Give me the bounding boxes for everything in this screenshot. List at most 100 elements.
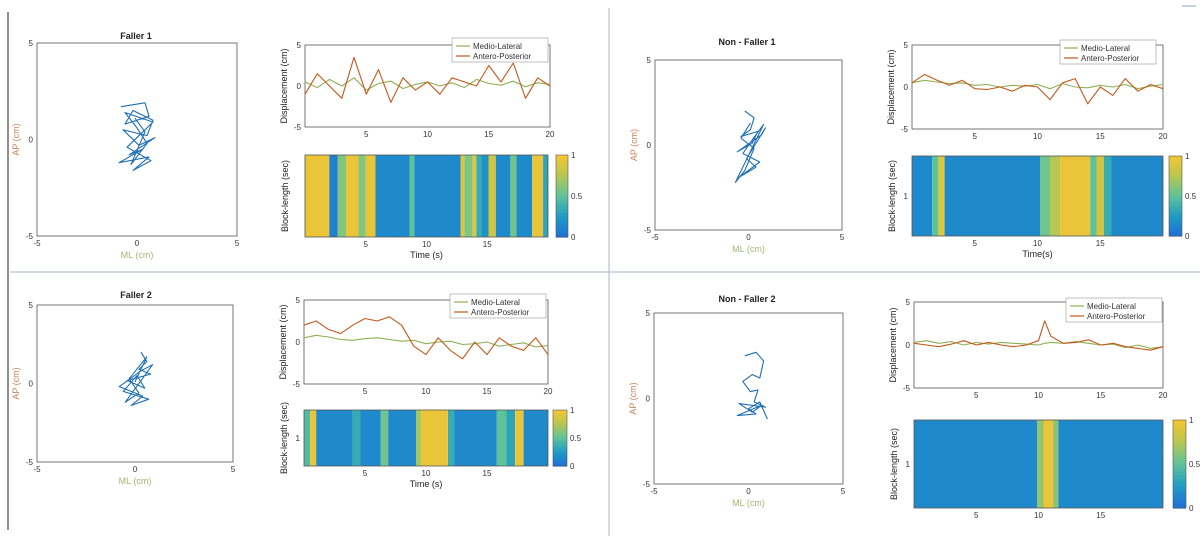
heatmap-band [938, 156, 945, 236]
heatmap-band [414, 155, 461, 237]
medio-lateral-line [913, 340, 1164, 349]
legend-label: Antero-Posterior [1087, 312, 1146, 321]
displacement-x-tick: 15 [1096, 132, 1105, 141]
stabilogram-axes [653, 312, 844, 485]
stabilogram-y-tick: -5 [644, 226, 652, 235]
heatmap-band [532, 155, 544, 237]
colorbar-step [1169, 232, 1182, 237]
displacement-y-tick: -5 [293, 380, 301, 389]
heatmap-x-tick: 5 [363, 469, 368, 478]
legend-label: Antero-Posterior [1081, 54, 1140, 63]
colorbar-step [556, 168, 568, 173]
colorbar-step [1173, 420, 1186, 425]
displacement-plot: 5 10 15 20 5 0 -5 Displacement (cm) Medio-Latera… [886, 39, 1168, 141]
displacement-x-tick: 5 [364, 130, 369, 139]
colorbar-step [1169, 159, 1182, 164]
colorbar-frame [552, 409, 568, 467]
colorbar-step [556, 199, 568, 204]
colorbar-step [556, 189, 568, 194]
colorbar-step [1169, 166, 1182, 170]
colorbar: 10.50 [555, 151, 583, 242]
colorbar-step [553, 438, 567, 441]
colorbar-step [556, 233, 568, 238]
displacement-x-tick: 10 [423, 130, 432, 139]
colorbar-step [1173, 482, 1186, 487]
colorbar: 10.50 [552, 406, 582, 471]
heatmap-band [1096, 156, 1104, 236]
heatmap-band [1060, 156, 1091, 236]
legend-box [449, 293, 547, 319]
colorbar: 10.50 [1168, 152, 1197, 241]
stabilogram-x-tick: 5 [235, 239, 240, 248]
displacement-plot: 5 10 15 20 5 0 -5 Displacement (cm) Medio-Latera… [279, 37, 555, 139]
heatmap-band [472, 155, 477, 237]
colorbar-step [553, 463, 567, 467]
heatmap-band [496, 410, 507, 466]
displacement-y-tick: -5 [294, 123, 302, 132]
stabilogram-y-label: AP (cm) [629, 129, 639, 161]
colorbar-step [1173, 449, 1186, 454]
colorbar-frame [1172, 419, 1187, 509]
displacement-x-tick: 15 [483, 387, 492, 396]
heatmap-x-tick: 5 [364, 240, 369, 249]
heatmap-band [510, 155, 517, 237]
heatmap-band [358, 155, 366, 237]
stabilogram-y-tick: 0 [646, 395, 651, 404]
colorbar-step [556, 182, 568, 187]
panel-faller-1: Faller 1-5 0 550-5ML (cm)AP (cm) 5 10 15 2050-… [11, 31, 583, 260]
colorbar-tick: 1 [571, 151, 576, 160]
colorbar-frame [555, 154, 569, 238]
displacement-y-tick: 5 [906, 298, 911, 307]
displacement-x-tick: 15 [484, 130, 493, 139]
stabilogram-x-tick: 0 [746, 233, 751, 242]
medio-lateral-line [303, 334, 549, 348]
stabilogram-y-tick: -5 [643, 480, 651, 489]
colorbar-step [553, 445, 567, 448]
stabilogram-y-tick: -5 [26, 458, 34, 467]
heatmap-band [337, 155, 347, 237]
heatmap-band [388, 410, 417, 466]
stabilogram-y-tick: 5 [647, 56, 652, 65]
displacement-x-tick: 10 [1033, 132, 1042, 141]
colorbar-step [553, 440, 567, 444]
heatmap-band [506, 410, 515, 466]
antero-posterior-line [913, 320, 1164, 351]
panel-non-faller-1: Non - Faller 1-5 0 550-5ML (cm)AP (cm) 5 10 1… [629, 37, 1197, 259]
colorbar-step [556, 158, 568, 163]
legend-label: Medio-Lateral [1087, 302, 1136, 311]
colorbar-step [1169, 209, 1182, 214]
heatmap-y-label: Block-length (sec) [280, 160, 290, 232]
displacement-x-tick: 5 [974, 391, 979, 400]
colorbar-tick: 1 [1185, 152, 1190, 161]
colorbar-step [553, 412, 567, 416]
heatmap-band [454, 410, 497, 466]
colorbar-step [553, 410, 567, 413]
colorbar-step [1173, 486, 1186, 491]
stabilogram-x-tick: -5 [650, 487, 658, 496]
heatmap-band [523, 410, 548, 466]
colorbar-step [1169, 219, 1182, 224]
heatmap-band [495, 155, 511, 237]
heatmap-band [352, 410, 361, 466]
displacement-y-tick: 0 [904, 83, 909, 92]
stabilogram-x-tick: -5 [33, 465, 41, 474]
stabilogram-x-tick: 0 [133, 465, 138, 474]
colorbar-step [1173, 453, 1186, 458]
colorbar-step [553, 456, 567, 460]
heatmap-band [421, 410, 448, 466]
displacement-y-tick: -5 [901, 125, 909, 134]
stabilogram: Faller 2 -5 0 5 5 0 -5 ML (cm) AP (cm) [11, 290, 236, 486]
colorbar-step [556, 175, 568, 180]
displacement-x-tick: 10 [1034, 391, 1043, 400]
displacement-x-tick: 20 [1159, 391, 1168, 400]
stabilogram-x-label: ML (cm) [121, 250, 154, 260]
displacement-x-tick: 5 [973, 132, 978, 141]
panel-title: Faller 2 [120, 290, 152, 300]
colorbar-step [1169, 156, 1182, 160]
heatmap-band [914, 420, 1038, 508]
colorbar-step [1169, 162, 1182, 167]
heatmap-x-tick: 10 [1033, 239, 1042, 248]
